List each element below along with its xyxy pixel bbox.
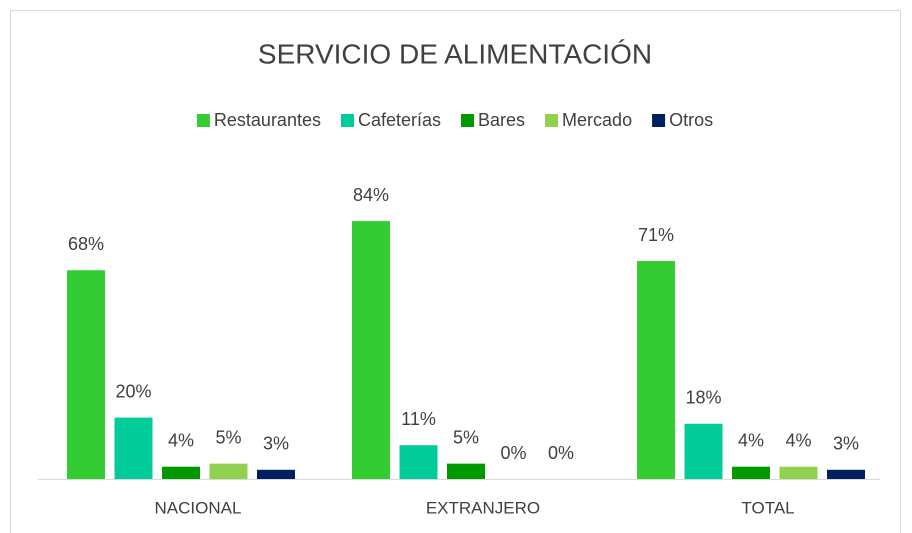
data-label: 3% <box>263 434 289 454</box>
data-label: 4% <box>738 430 764 450</box>
legend-label: Restaurantes <box>214 110 321 130</box>
legend-label: Cafeterías <box>358 110 441 130</box>
data-label: 0% <box>500 443 526 463</box>
data-label: 4% <box>168 430 194 450</box>
data-label: 3% <box>833 434 859 454</box>
data-label: 71% <box>638 225 674 245</box>
bar <box>827 469 865 479</box>
legend-swatch <box>545 114 559 127</box>
chart-title: SERVICIO DE ALIMENTACIÓN <box>258 38 652 69</box>
bar <box>162 466 200 479</box>
legend-swatch <box>461 114 475 127</box>
x-tick-label: NACIONAL <box>155 498 242 517</box>
legend-swatch <box>340 114 354 127</box>
legend-label: Mercado <box>562 110 632 130</box>
bar <box>732 466 770 479</box>
bar <box>67 270 105 479</box>
bar <box>257 469 295 479</box>
data-label: 84% <box>353 185 389 205</box>
data-label: 18% <box>685 387 721 407</box>
data-label: 20% <box>115 381 151 401</box>
x-tick-label: EXTRANJERO <box>426 498 540 517</box>
data-label: 11% <box>401 409 436 429</box>
bar <box>637 261 675 479</box>
bar <box>114 417 153 479</box>
legend-label: Otros <box>669 110 713 130</box>
bar <box>447 463 485 479</box>
bar <box>399 445 438 479</box>
bar <box>209 463 248 479</box>
data-label: 5% <box>453 427 479 447</box>
data-label: 4% <box>785 430 811 450</box>
chart-frame <box>10 10 901 533</box>
legend-swatch <box>196 114 210 127</box>
data-label: 68% <box>68 234 104 254</box>
bar <box>779 466 818 479</box>
legend-label: Bares <box>478 110 525 130</box>
x-tick-label: TOTAL <box>741 498 794 517</box>
data-label: 0% <box>548 443 574 463</box>
bar <box>684 423 723 479</box>
legend-swatch <box>652 114 666 127</box>
bar <box>352 221 390 479</box>
data-label: 5% <box>215 427 241 447</box>
